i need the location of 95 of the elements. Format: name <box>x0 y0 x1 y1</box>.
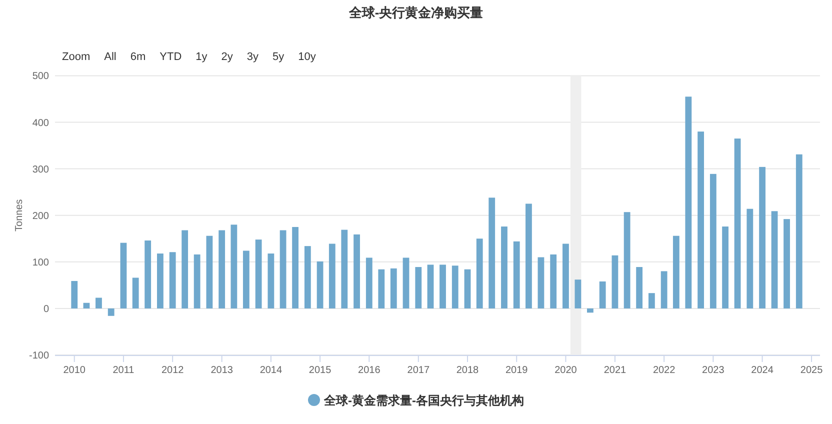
bar <box>144 240 152 308</box>
bar <box>488 198 496 308</box>
y-tick-label: 300 <box>32 164 50 176</box>
text: 3y <box>246 51 260 63</box>
bar <box>83 302 90 308</box>
x-tick-label: 2023 <box>702 365 725 376</box>
bar <box>587 308 594 313</box>
bar <box>157 254 164 308</box>
bar <box>550 254 557 308</box>
bar <box>292 226 298 308</box>
text: 1y <box>196 51 208 63</box>
bar <box>759 166 766 308</box>
bar <box>685 96 692 308</box>
bar <box>169 252 176 308</box>
text: Zoom <box>62 51 90 63</box>
bar <box>255 240 262 308</box>
x-tick-label: 2018 <box>456 365 480 376</box>
bar <box>71 280 78 308</box>
x-tick-label: 2012 <box>161 365 184 376</box>
bar <box>672 236 680 308</box>
bar <box>108 308 114 316</box>
bar <box>476 238 483 308</box>
bar <box>513 241 520 308</box>
bar <box>612 255 618 308</box>
bar <box>230 224 238 308</box>
legend: 全球-黄金需求量-各国央行与其他机构 <box>308 394 524 408</box>
bar <box>427 264 434 308</box>
x-tick-label: 2014 <box>260 365 282 376</box>
text: 6m <box>130 51 146 63</box>
x-tick-label: 2022 <box>652 365 676 376</box>
bar <box>440 264 446 308</box>
x-tick-label: 2021 <box>604 365 627 376</box>
y-tick-label: 0 <box>43 304 50 315</box>
bar <box>120 242 127 308</box>
chart-title: 全球-央行黄金净购买量 <box>348 5 484 20</box>
bar <box>796 154 802 308</box>
x-tick-label: 2011 <box>112 365 135 376</box>
x-tick-label: 2017 <box>407 365 430 376</box>
bar <box>341 230 348 308</box>
bar <box>648 293 655 308</box>
bar <box>206 236 213 308</box>
bar <box>746 208 754 308</box>
bar <box>734 138 741 308</box>
y-tick-label: 500 <box>32 71 50 82</box>
y-axis-title: Tonnes <box>14 199 25 232</box>
bar <box>242 250 250 308</box>
bar <box>268 254 274 308</box>
bar <box>599 281 606 308</box>
bar <box>304 246 311 308</box>
y-tick-label: 200 <box>32 210 50 222</box>
bar <box>132 278 139 308</box>
y-tick-label: -100 <box>28 350 50 362</box>
bar <box>636 267 643 308</box>
x-tick-label: 2020 <box>554 365 578 376</box>
bar <box>218 230 226 308</box>
bar <box>452 266 458 308</box>
bar <box>402 258 410 308</box>
bar <box>784 219 790 308</box>
x-tick-label: 2019 <box>505 365 528 376</box>
bar <box>194 254 200 308</box>
bar <box>624 212 630 308</box>
bar <box>722 226 728 308</box>
text: 5y <box>272 51 285 63</box>
text: 10y <box>298 51 316 63</box>
x-tick-label: 2024 <box>751 365 774 376</box>
bar <box>501 226 508 308</box>
bar <box>182 230 188 308</box>
bar <box>280 230 286 308</box>
x-tick-label: 2025 <box>800 365 824 376</box>
bar <box>354 234 360 308</box>
bar <box>378 269 385 308</box>
x-tick-label: 2015 <box>308 365 332 376</box>
text: 2y <box>221 51 234 63</box>
bar <box>660 271 668 308</box>
bar <box>390 268 397 308</box>
bar <box>316 261 324 308</box>
bar <box>710 174 716 308</box>
x-tick-label: 2013 <box>210 365 234 376</box>
bar <box>771 211 778 308</box>
bar <box>96 298 102 308</box>
text: All <box>104 51 116 63</box>
bar <box>698 132 704 308</box>
bar <box>526 204 532 308</box>
bar <box>328 244 336 308</box>
y-tick-label: 100 <box>32 257 50 268</box>
bar <box>464 269 471 308</box>
bar <box>415 267 422 308</box>
bar <box>538 257 544 308</box>
x-tick-label: 2010 <box>63 365 86 376</box>
text: YTD <box>160 51 182 63</box>
bar <box>562 244 569 308</box>
y-tick-label: 400 <box>32 118 50 129</box>
bar <box>574 280 582 308</box>
x-tick-label: 2016 <box>358 365 381 376</box>
bar <box>366 258 372 308</box>
